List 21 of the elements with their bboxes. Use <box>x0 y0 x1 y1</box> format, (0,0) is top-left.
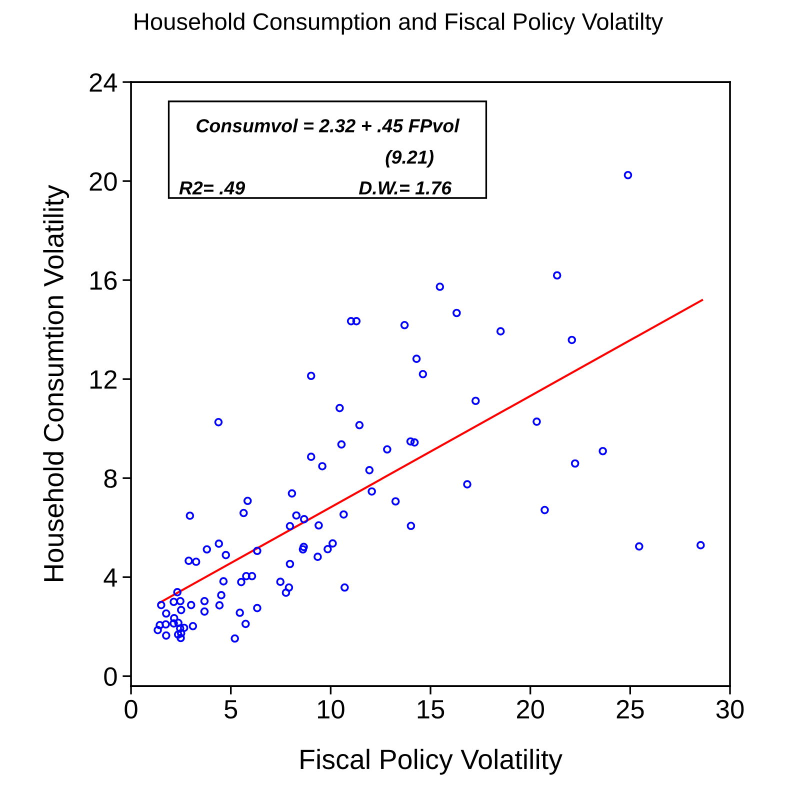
x-axis-title: Fiscal Policy Volatility <box>300 748 562 775</box>
y-tick-label: 16 <box>90 271 117 290</box>
y-tick-label: 20 <box>90 172 117 191</box>
annotation: Consumvol = 2.32 + .45 FPvol <box>196 118 460 132</box>
y-tick-label: 4 <box>104 568 118 587</box>
y-tick-label: 24 <box>90 73 118 92</box>
x-tick-label: 15 <box>418 700 444 719</box>
chart-title: Household Consumption and Fiscal Policy Volatilty <box>134 12 664 35</box>
y-tick-label: 12 <box>90 370 117 389</box>
y-tick-label: 0 <box>104 667 117 686</box>
annotation: (9.21) <box>386 150 434 168</box>
x-tick-label: 10 <box>318 700 344 719</box>
annotation: D.W.= 1.76 <box>358 181 452 195</box>
x-tick-label: 5 <box>224 700 238 719</box>
y-axis-title: Household Consumtion Volatility <box>43 184 70 581</box>
annotation: R2= .49 <box>179 181 246 195</box>
x-tick-label: 20 <box>517 700 544 719</box>
y-tick-label: 8 <box>104 469 117 488</box>
x-tick-label: 0 <box>124 700 138 719</box>
x-tick-label: 30 <box>716 700 744 719</box>
x-tick-label: 25 <box>616 700 644 719</box>
